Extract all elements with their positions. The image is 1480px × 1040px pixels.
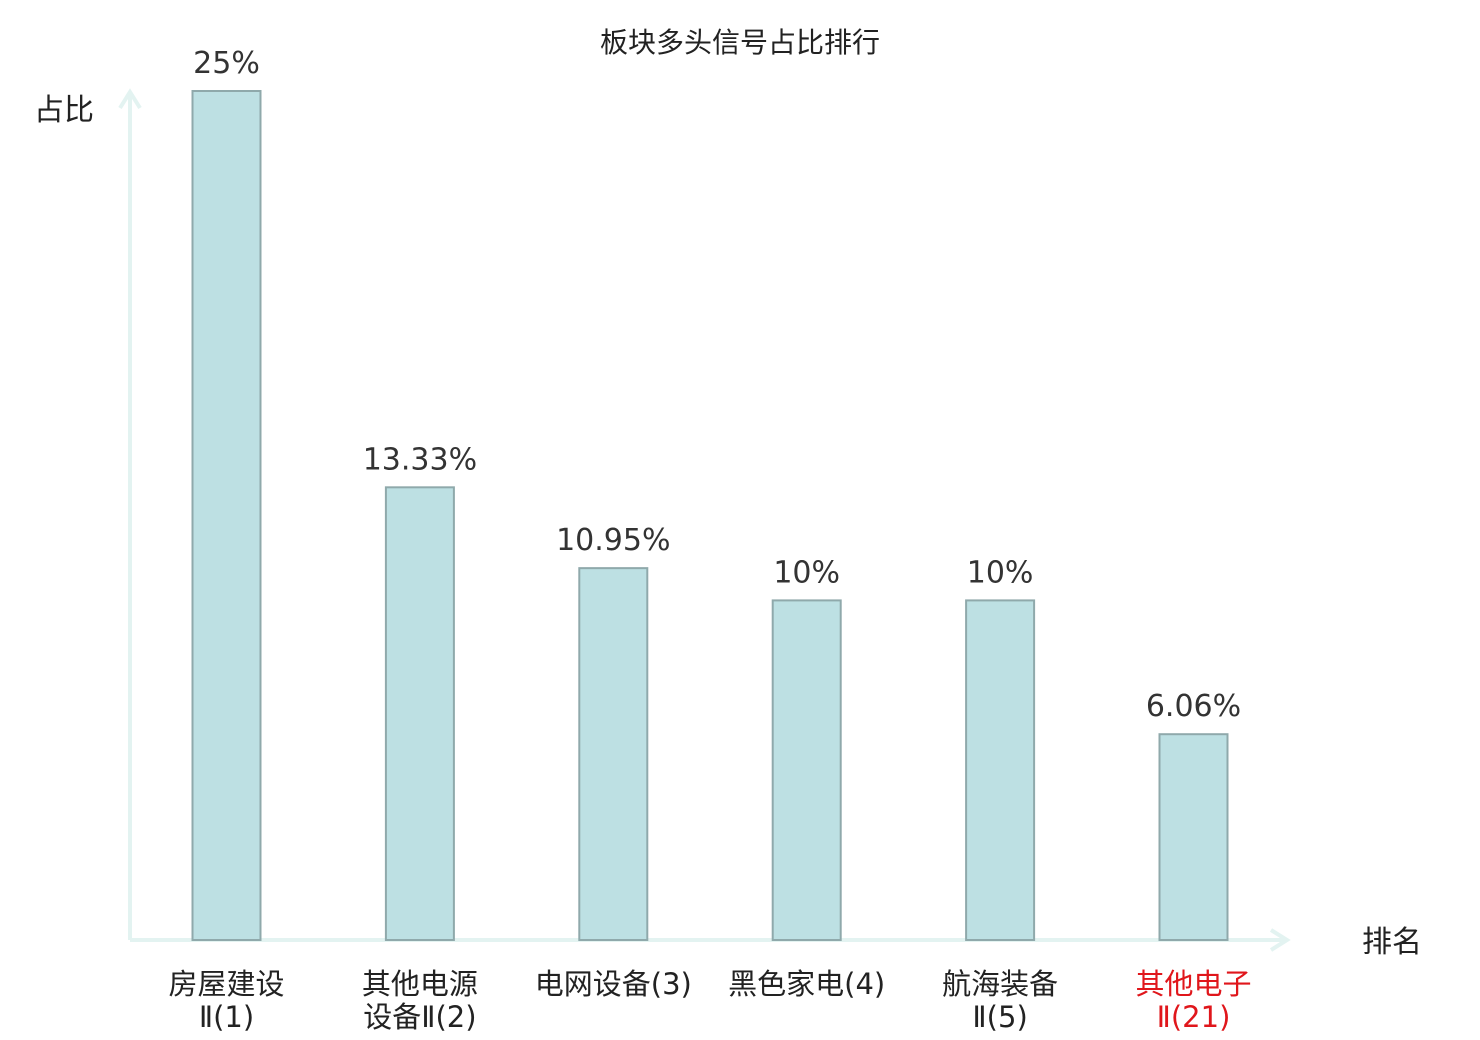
bar-value-label: 13.33% [363,442,477,477]
bar [771,599,842,942]
bar [1158,733,1229,941]
category-tick-label: 房屋建设 [168,967,284,1001]
bar [191,90,262,941]
category-tick-label: Ⅱ(1) [199,1000,254,1034]
bar-value-label: 10.95% [556,523,670,558]
bar-value-label: 6.06% [1146,689,1241,724]
bar [965,599,1036,942]
bar-value-label: 10% [773,555,840,590]
bar-value-label: 10% [967,555,1034,590]
chart-title: 板块多头信号占比排行 [600,26,880,59]
category-tick-label: 航海装备 [942,967,1058,1001]
bar [384,486,455,941]
x-axis-label: 排名 [1362,925,1422,960]
bar [578,567,649,941]
category-tick-label: Ⅱ(5) [972,1000,1027,1034]
bar-value-label: 25% [193,46,260,81]
x-axis-arrow-icon [1269,928,1291,952]
category-tick-label: 电网设备(3) [535,967,692,1001]
y-axis-label: 占比 [34,93,94,128]
category-tick-label: 其他电子 [1135,967,1251,1001]
category-tick-label: Ⅱ(21) [1157,1000,1231,1034]
category-tick-label: 其他电源 [362,967,478,1001]
bars [191,90,1229,942]
x-axis [130,928,1291,952]
value-labels: 25% 13.33% 10.95% 10% 10% 6.06% [193,46,1241,724]
category-tick-label: 设备Ⅱ(2) [363,1000,476,1034]
y-axis [118,88,142,940]
category-tick-label: 黑色家电(4) [728,967,885,1001]
y-axis-arrow-icon [118,88,142,110]
